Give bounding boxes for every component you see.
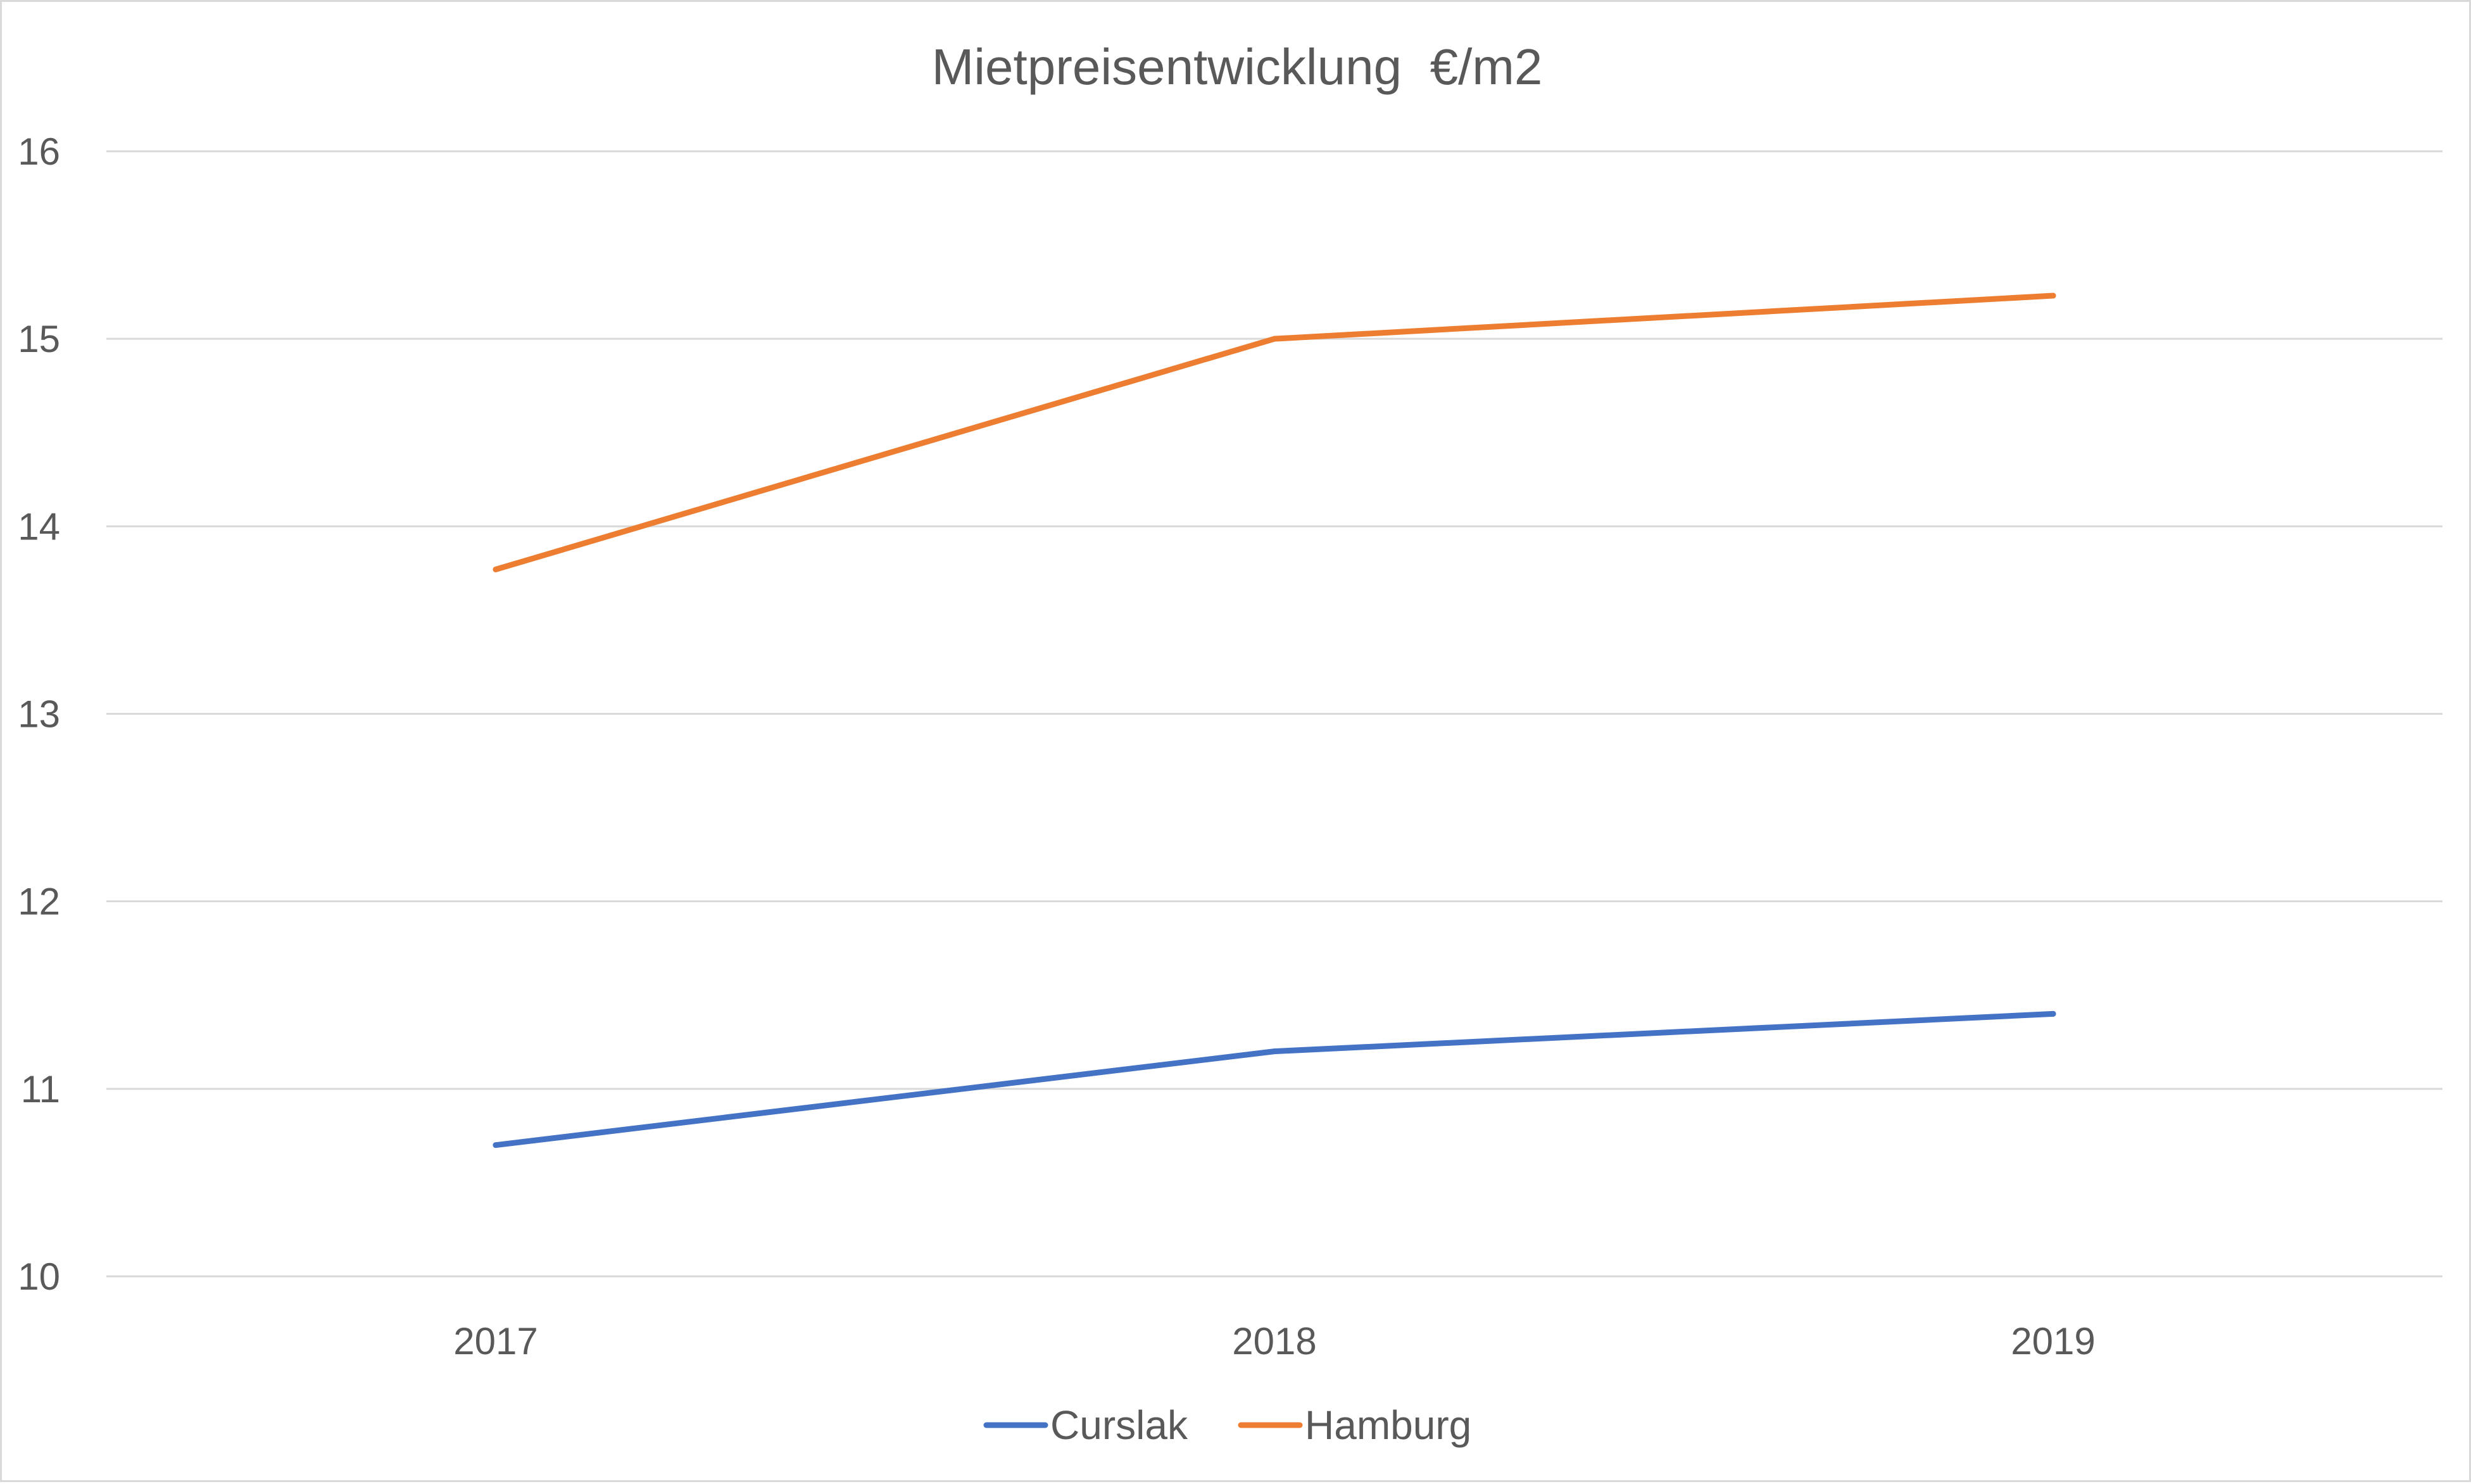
data-point-curslak <box>1271 1048 1278 1055</box>
y-tick-label: 12 <box>18 881 60 923</box>
y-tick-label: 11 <box>21 1068 60 1110</box>
x-tick-label: 2019 <box>2011 1320 2095 1362</box>
x-tick-label: 2017 <box>453 1320 538 1362</box>
y-tick-label: 10 <box>18 1255 60 1298</box>
x-tick-label: 2018 <box>1232 1320 1316 1362</box>
series-lines <box>493 292 2056 1148</box>
y-tick-label: 15 <box>18 318 60 360</box>
data-point-curslak <box>2050 1010 2056 1017</box>
data-point-hamburg <box>1271 336 1278 342</box>
y-tick-label: 14 <box>18 505 60 548</box>
legend: Curslak Hamburg <box>983 1402 1471 1448</box>
data-point-hamburg <box>2050 292 2056 299</box>
chart-title: Mietpreisentwicklung €/m2 <box>932 39 1543 95</box>
series-line-curslak <box>493 1010 2056 1148</box>
legend-label-hamburg: Hamburg <box>1305 1402 1471 1448</box>
y-axis-tick-labels: 10 11 12 13 14 15 16 <box>18 130 60 1298</box>
y-tick-label: 13 <box>18 693 60 736</box>
data-point-hamburg <box>493 566 499 572</box>
x-axis-tick-labels: 2017 2018 2019 <box>453 1320 2095 1362</box>
legend-label-curslak: Curslak <box>1050 1402 1188 1448</box>
data-point-curslak <box>493 1142 499 1148</box>
y-tick-label: 16 <box>18 130 60 173</box>
gridlines <box>106 150 2443 1278</box>
